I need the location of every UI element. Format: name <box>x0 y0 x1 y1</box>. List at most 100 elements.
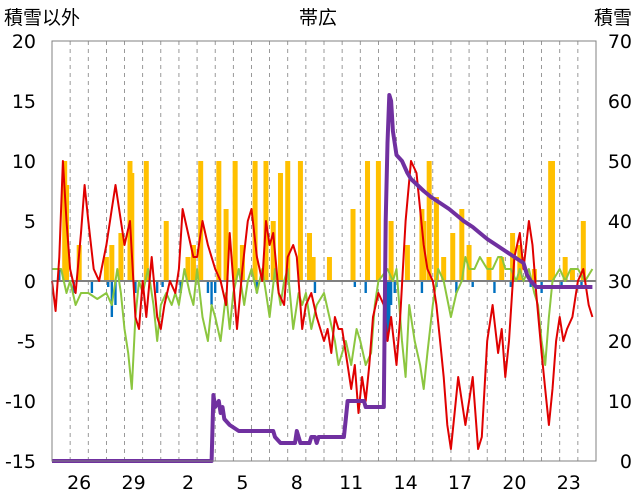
precip-bar <box>232 161 238 281</box>
precip-bar <box>466 245 472 281</box>
right-tick-label: 70 <box>608 31 632 53</box>
left-tick-label: 5 <box>24 211 36 233</box>
x-tick-label: 29 <box>122 472 146 494</box>
temp-dev-bar <box>206 281 210 293</box>
precip-bar <box>450 233 456 281</box>
temp-dev-bar <box>471 281 474 287</box>
right-tick-label: 30 <box>608 271 632 293</box>
precip-bar <box>277 173 283 281</box>
temp-dev-bar <box>386 281 389 341</box>
precip-bar <box>459 209 465 281</box>
right-tick-label: 10 <box>608 391 632 413</box>
temp-dev-bar <box>364 281 367 293</box>
precip-bar <box>365 161 371 281</box>
temp-min-line <box>52 256 594 390</box>
temp-dev-bar <box>493 281 496 293</box>
precip-bar <box>426 161 432 281</box>
temp-dev-bar <box>529 281 532 287</box>
temp-dev-bar <box>580 281 583 287</box>
precip-bar <box>375 161 381 281</box>
precip-bar <box>297 161 303 281</box>
temp-dev-bar <box>389 281 393 305</box>
precip-bar <box>216 161 222 281</box>
temp-dev-bar <box>420 281 424 293</box>
left-tick-label: -5 <box>17 331 36 353</box>
temp-dev-bar <box>161 281 164 287</box>
precip-bar <box>433 197 439 281</box>
precip-bar <box>306 233 312 281</box>
left-tick-label: 20 <box>12 31 36 53</box>
precip-bar <box>499 257 505 281</box>
precip-bar <box>109 245 115 281</box>
x-tick-label: 2 <box>182 472 194 494</box>
right-axis-label: 積雪 <box>594 7 632 29</box>
temp-dev-bar <box>210 281 213 305</box>
precip-bar <box>270 221 276 281</box>
x-tick-label: 14 <box>394 472 418 494</box>
precip-bar <box>517 245 523 281</box>
left-axis-label: 積雪以外 <box>4 7 80 29</box>
precip-bar <box>388 221 394 281</box>
snow-depth-line <box>52 93 593 463</box>
precip-bar <box>103 257 109 281</box>
temp-dev-bar <box>134 281 137 293</box>
precip-bar <box>350 209 356 281</box>
left-tick-label: 0 <box>24 271 36 293</box>
right-axis-ticks: 70 60 50 40 30 20 10 0 <box>608 31 632 473</box>
left-tick-label: -10 <box>5 391 36 413</box>
plot-frame <box>51 40 597 462</box>
x-tick-label: 5 <box>236 472 248 494</box>
precip-bar <box>285 161 291 281</box>
temp-dev-bar <box>353 281 357 287</box>
temp-dev-bar <box>155 281 159 293</box>
right-tick-label: 20 <box>608 331 632 353</box>
temp-dev-bar <box>114 281 117 305</box>
precip-bar <box>326 257 332 281</box>
temp-dev-bar <box>90 281 94 293</box>
precip-bar <box>118 233 124 281</box>
x-tick-label: 17 <box>448 472 472 494</box>
left-tick-label: -15 <box>5 451 36 473</box>
precip-bar <box>163 221 169 281</box>
x-tick-label: 8 <box>291 472 303 494</box>
right-tick-label: 60 <box>608 91 632 113</box>
precip-bar <box>185 257 191 281</box>
temp-dev-bar <box>214 281 217 293</box>
precip-bar <box>190 245 196 281</box>
precip-bar <box>562 257 568 281</box>
precip-bar <box>198 161 204 281</box>
precip-bar <box>569 269 575 281</box>
temp-dev-bar <box>455 281 458 293</box>
precip-bar <box>143 161 149 281</box>
precip-bar <box>252 161 258 281</box>
left-axis-ticks: 20 15 10 5 0 -5 -10 -15 <box>5 31 36 473</box>
right-tick-label: 0 <box>620 451 632 473</box>
x-tick-label: 11 <box>339 472 363 494</box>
precip-bar <box>310 257 316 281</box>
temp-dev-bar <box>313 281 317 293</box>
temp-max-line <box>51 160 594 450</box>
precip-bar <box>129 173 135 281</box>
series-lines <box>51 93 594 463</box>
temp-dev-bar <box>388 281 391 329</box>
right-tick-label: 40 <box>608 211 632 233</box>
right-tick-label: 50 <box>608 151 632 173</box>
precip-bar <box>404 245 410 281</box>
x-axis-ticks: 26 29 2 5 8 11 14 17 20 23 <box>67 472 581 494</box>
temp-dev-bar <box>107 281 110 287</box>
temp-dev-bar <box>509 281 512 287</box>
precip-bar <box>549 161 555 281</box>
precip-bar <box>223 209 229 281</box>
x-tick-label: 20 <box>502 472 526 494</box>
temp-dev-bar <box>560 281 563 287</box>
left-tick-label: 15 <box>12 91 36 113</box>
temp-dev-bar <box>58 269 61 281</box>
left-tick-label: 10 <box>12 151 36 173</box>
temp-dev-bar <box>393 281 396 293</box>
precip-bar <box>441 257 447 281</box>
precip-bar <box>580 221 586 281</box>
chart-title: 帯広 <box>299 7 337 29</box>
temp-dev-bar <box>255 281 259 293</box>
